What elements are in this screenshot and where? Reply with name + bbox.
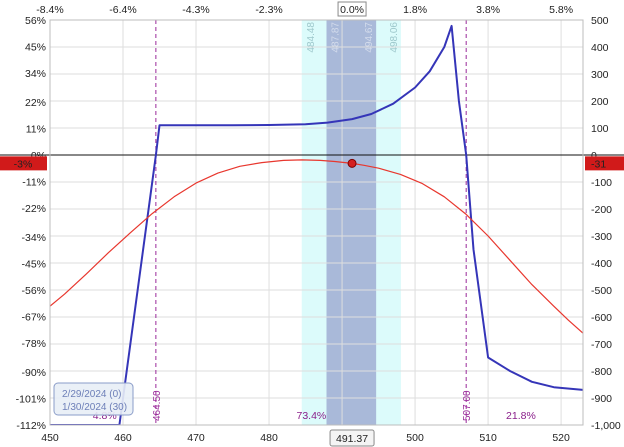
left-marker-label: -3% xyxy=(14,158,33,170)
band-edge-label: 484.48 xyxy=(306,22,317,53)
band-labels: 484.48 498.06 487.87 494.67 xyxy=(306,22,400,53)
left-tick-label: -112% xyxy=(16,420,46,432)
bottom-tick-label: 470 xyxy=(187,432,205,444)
expiration-payoff-line xyxy=(50,24,583,425)
right-tick-label: -700 xyxy=(591,339,612,351)
right-tick-label: -100 xyxy=(591,177,612,189)
left-tick-label: -22% xyxy=(21,203,46,215)
current-point[interactable] xyxy=(347,158,357,168)
left-tick-label: -34% xyxy=(21,232,46,244)
bottom-tick-label: 450 xyxy=(41,432,59,444)
left-tick-label: -78% xyxy=(21,338,46,350)
current-price-box xyxy=(329,429,375,447)
left-tick-label: -90% xyxy=(21,367,46,379)
breakeven-lines: 464.50 507.00 xyxy=(152,20,473,425)
right-tick-label: -900 xyxy=(591,393,612,405)
current-price-label: 491.37 xyxy=(336,433,368,445)
legend-entry: 2/29/2024 (0) xyxy=(62,389,122,400)
left-tick-label: -67% xyxy=(21,312,46,324)
bottom-tick-label: 500 xyxy=(406,432,424,444)
right-tick-label: 200 xyxy=(591,96,609,108)
top-axis: -8.4% -6.4% -4.3% -2.3% 0.0% 1.8% 3.8% 5.8% xyxy=(36,1,573,17)
bottom-tick-label: 510 xyxy=(479,432,497,444)
top-tick-label: -6.4% xyxy=(109,4,136,16)
left-value-marker xyxy=(0,156,47,171)
bottom-tick-label: 460 xyxy=(114,432,132,444)
top-tick-label: 5.8% xyxy=(549,4,573,16)
left-tick-label: 11% xyxy=(26,123,46,135)
top-tick-label: -2.3% xyxy=(255,4,282,16)
right-axis: 500 400 300 200 100 0 -100 -200 -300 -400 -500 -600… xyxy=(585,15,624,432)
left-tick-label: -45% xyxy=(21,258,46,270)
band-edge-label: 498.06 xyxy=(389,22,400,53)
probability-label: 21.8% xyxy=(506,410,536,422)
right-marker-label: -31 xyxy=(591,158,606,170)
right-tick-label: -600 xyxy=(591,312,612,324)
plot-frame xyxy=(49,19,584,426)
inner-range-band xyxy=(326,20,377,425)
bottom-tick-label: 480 xyxy=(260,432,278,444)
right-tick-label: 100 xyxy=(591,123,609,135)
bottom-axis: 450460470480490500510520491.37 xyxy=(41,429,570,447)
left-tick-label: 34% xyxy=(25,68,46,80)
left-axis: 56%45%34%22%11%0%-11%-22%-34%-45%-56%-67… xyxy=(0,15,47,432)
right-tick-label: 300 xyxy=(591,69,609,81)
top-current-box xyxy=(337,1,367,17)
top-tick-label: 1.8% xyxy=(403,4,427,16)
band-edge-label: 494.67 xyxy=(364,22,375,53)
legend-box[interactable] xyxy=(53,382,134,416)
breakeven-label: 464.50 xyxy=(152,390,163,421)
bottom-tick-label: 520 xyxy=(552,432,570,444)
right-tick-label: -800 xyxy=(591,366,612,378)
breakeven-label: 507.00 xyxy=(462,390,473,421)
left-tick-label: 56% xyxy=(25,15,46,27)
current-price-marker[interactable] xyxy=(347,158,357,168)
left-tick-label: 45% xyxy=(25,42,46,54)
series-lines xyxy=(50,24,583,425)
top-tick-label: 0.0% xyxy=(340,4,364,16)
probability-label: 73.4% xyxy=(296,410,326,422)
top-tick-label: -8.4% xyxy=(36,4,63,16)
right-value-marker xyxy=(585,156,624,171)
legend[interactable]: 2/29/2024 (0) 1/30/2024 (30) xyxy=(53,382,134,416)
right-tick-label: 400 xyxy=(591,42,609,54)
legend-entry: 1/30/2024 (30) xyxy=(62,402,127,413)
right-tick-label: -200 xyxy=(591,204,612,216)
current-payoff-line xyxy=(50,159,583,334)
shaded-bands xyxy=(301,20,401,425)
right-tick-label: -400 xyxy=(591,258,612,270)
left-tick-label: -101% xyxy=(16,393,46,405)
right-tick-label: -500 xyxy=(591,285,612,297)
top-tick-label: 3.8% xyxy=(476,4,500,16)
right-tick-label: -1,000 xyxy=(591,420,621,432)
left-tick-label: -56% xyxy=(21,285,46,297)
band-edge-label: 487.87 xyxy=(331,22,342,53)
right-tick-label: 0 xyxy=(591,150,597,162)
left-tick-label: 22% xyxy=(25,97,46,109)
left-tick-label: -11% xyxy=(22,177,46,189)
right-tick-label: 500 xyxy=(591,15,609,27)
right-tick-label: -300 xyxy=(591,231,612,243)
top-tick-label: -4.3% xyxy=(182,4,209,16)
